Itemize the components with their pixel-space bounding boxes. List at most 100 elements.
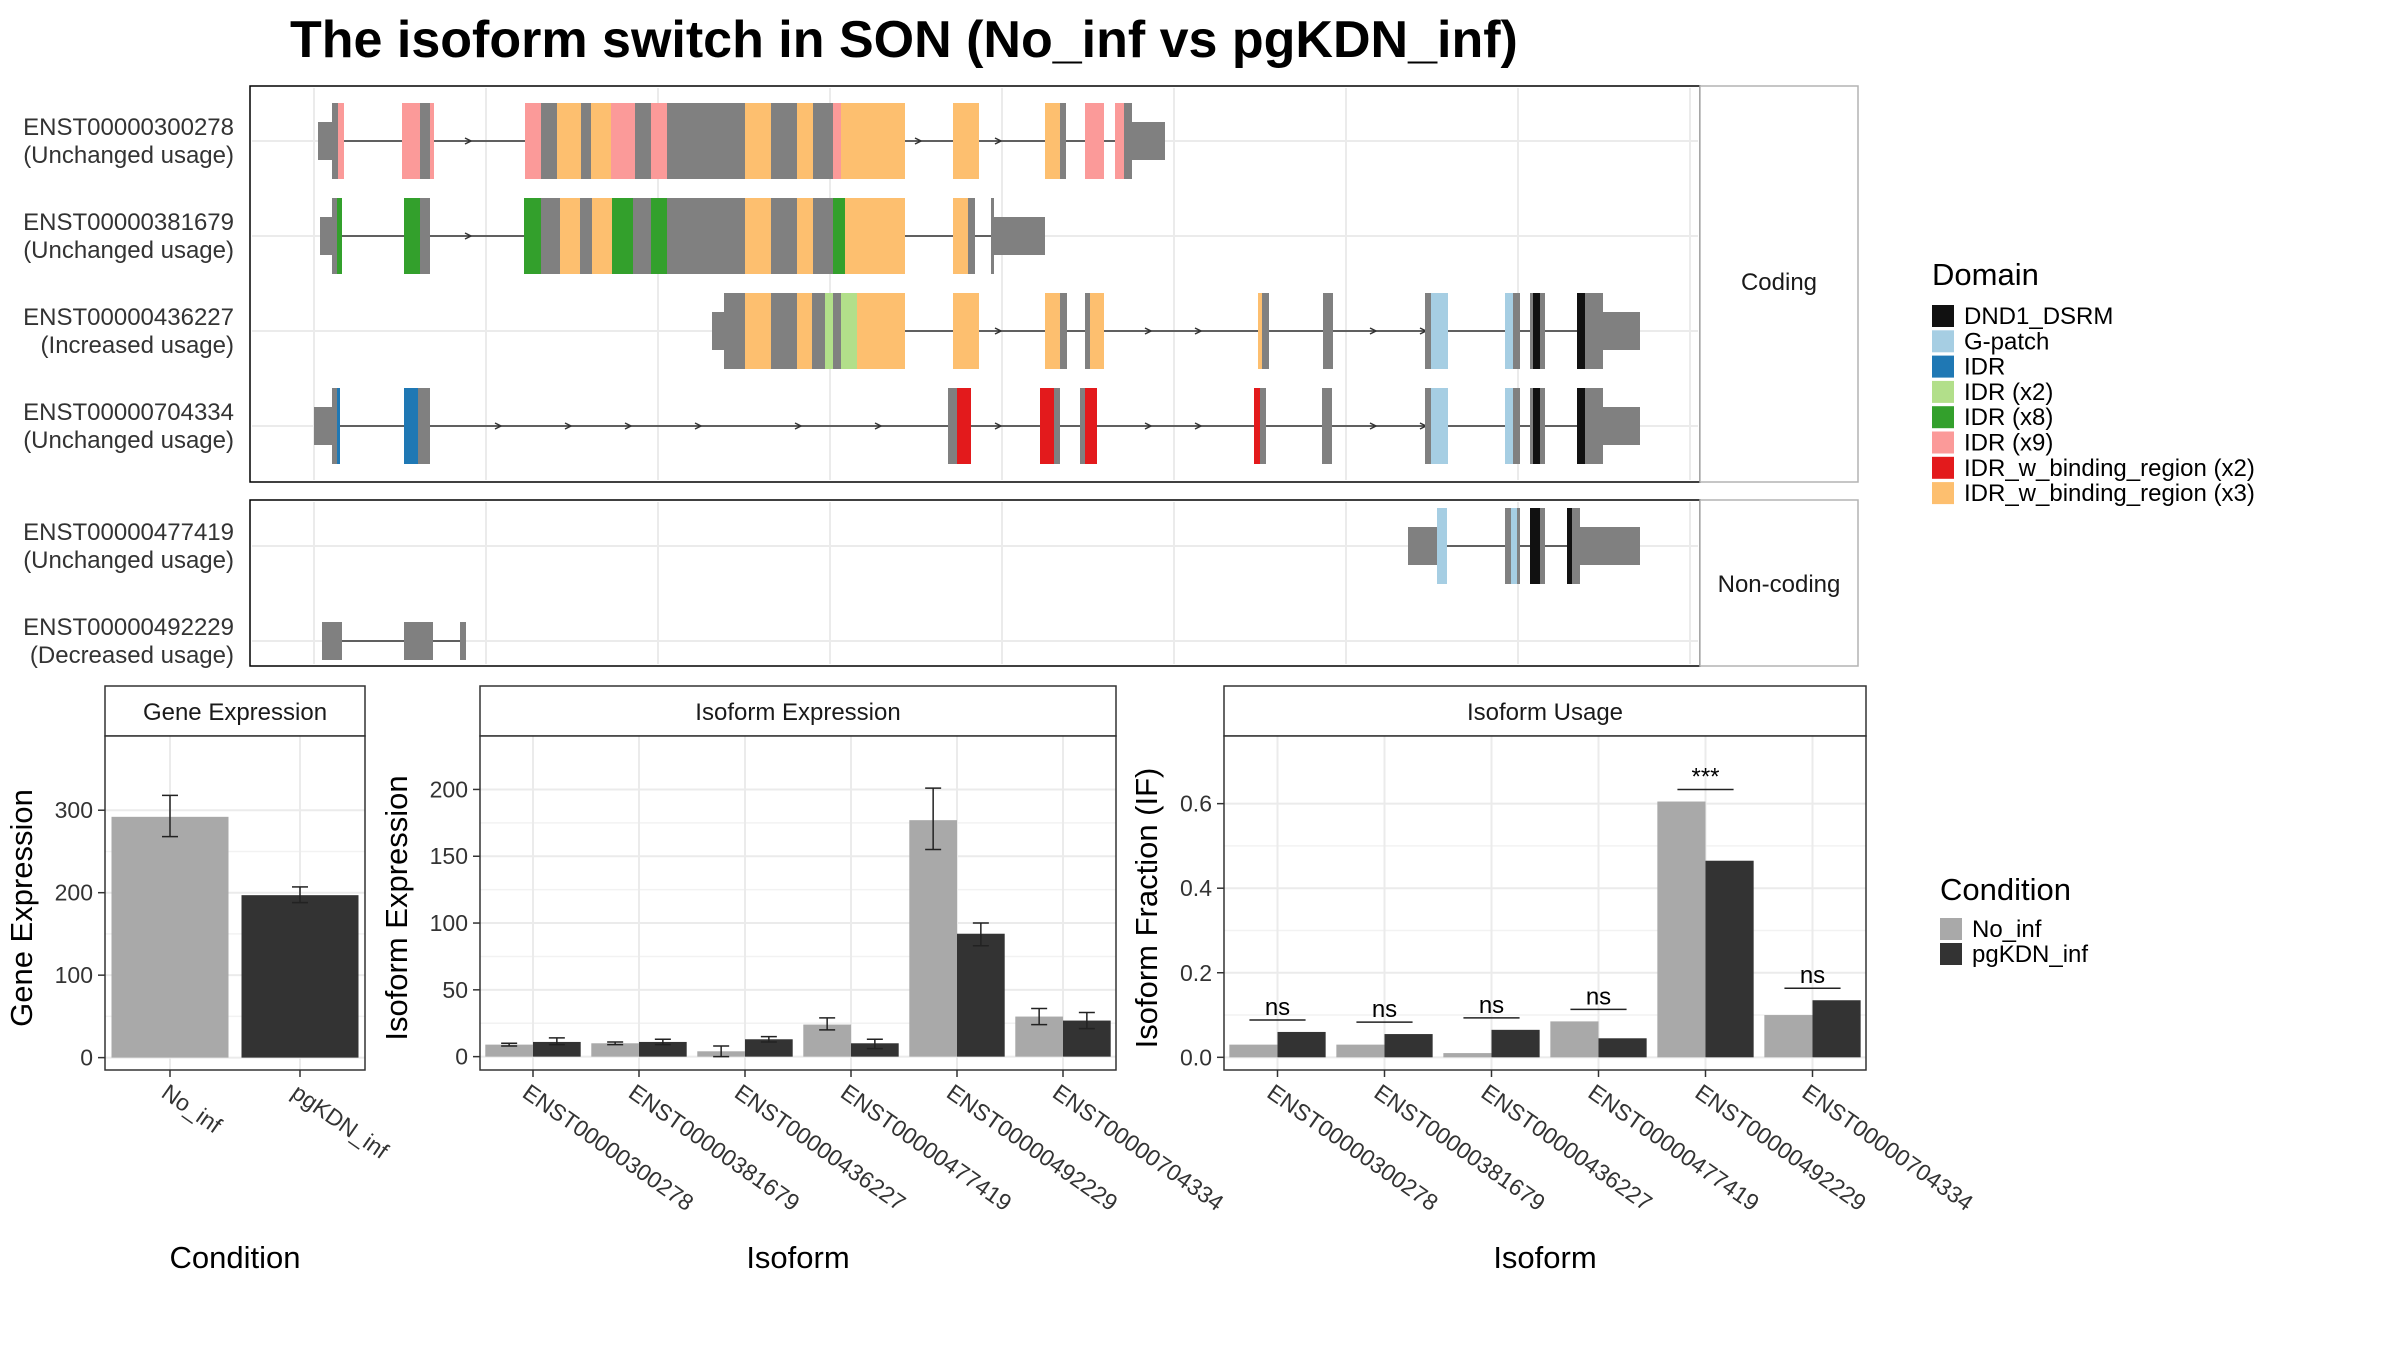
bar — [1277, 1031, 1326, 1058]
exon-segment — [1437, 508, 1447, 584]
exon-segment — [581, 103, 591, 179]
exon-segment — [745, 198, 771, 274]
condition-legend-label: No_inf — [1972, 916, 2042, 943]
exon-segment — [953, 293, 979, 369]
y-tick-label: 0.0 — [1180, 1044, 1212, 1070]
exon-segment — [1085, 293, 1090, 369]
exon-segment — [1090, 293, 1104, 369]
exon-segment — [337, 198, 342, 274]
utr-block — [1408, 527, 1437, 565]
bar — [591, 1043, 639, 1057]
exon-segment — [1258, 293, 1262, 369]
exon-segment — [841, 293, 857, 369]
domain-legend-label: DND1_DSRM — [1964, 303, 2113, 330]
exon-segment — [957, 388, 971, 464]
strand-arrow — [1144, 327, 1153, 335]
exon-segment — [953, 198, 968, 274]
isoform-label-usage: (Unchanged usage) — [23, 427, 234, 454]
exon-segment — [771, 198, 797, 274]
exon-segment — [1425, 293, 1431, 369]
isoform-label-usage: (Unchanged usage) — [23, 547, 234, 574]
exon-segment — [332, 103, 338, 179]
y-tick-label: 0.2 — [1180, 960, 1212, 986]
exon-segment — [1115, 103, 1124, 179]
y-tick-label: 0 — [455, 1044, 468, 1070]
exon-segment — [1054, 388, 1060, 464]
exon-segment — [1572, 508, 1580, 584]
bar — [1764, 1015, 1813, 1058]
exon-segment — [797, 103, 813, 179]
domain-legend-label: IDR_w_binding_region (x3) — [1964, 480, 2255, 507]
exon-segment — [833, 198, 845, 274]
exon-segment — [1262, 293, 1269, 369]
plot-area — [480, 736, 1116, 1070]
domain-legend-key — [1932, 456, 1954, 479]
y-tick-label: 200 — [55, 880, 93, 906]
bar — [1598, 1038, 1647, 1058]
exon-segment — [332, 388, 337, 464]
exon-segment — [651, 198, 667, 274]
facet-strip-noncoding — [1699, 499, 1859, 667]
strand-arrow — [564, 422, 573, 430]
bar — [1384, 1034, 1433, 1058]
utr-block — [318, 122, 332, 160]
exon-segment — [580, 198, 592, 274]
exon-segment — [1080, 388, 1085, 464]
domain-legend-title: Domain — [1932, 257, 2039, 292]
exon-segment — [948, 388, 957, 464]
plot-border — [104, 735, 366, 1071]
exon-segment — [857, 293, 905, 369]
exon-segment — [1530, 508, 1540, 584]
exon-segment — [1085, 103, 1104, 179]
utr-block — [712, 312, 724, 350]
exon-segment — [420, 103, 430, 179]
bar — [1812, 1000, 1861, 1058]
exon-segment — [1085, 388, 1097, 464]
exon-segment — [332, 198, 337, 274]
exon-segment — [745, 293, 771, 369]
exon-segment — [651, 103, 667, 179]
exon-segment — [991, 198, 994, 274]
exon-segment — [833, 293, 841, 369]
bar — [533, 1041, 581, 1057]
exon-segment — [1577, 388, 1585, 464]
isoform-label-id: ENST00000381679 — [23, 209, 234, 236]
exon-segment — [1260, 388, 1266, 464]
isoform-usage-title: Isoform Usage — [1467, 699, 1623, 726]
exon-segment — [1322, 388, 1332, 464]
exon-segment — [541, 198, 560, 274]
strand-arrow — [1194, 422, 1203, 430]
domain-legend-label: G-patch — [1964, 328, 2049, 355]
exon-segment — [771, 293, 797, 369]
y-tick-label: 50 — [442, 977, 468, 1003]
y-tick-label: 150 — [430, 843, 468, 869]
exon-segment — [697, 198, 745, 274]
exon-segment — [845, 198, 905, 274]
domain-legend-label: IDR — [1964, 354, 2005, 381]
gene-expression-xlabel: Condition — [170, 1240, 301, 1275]
structure-noncoding-frame — [249, 499, 1701, 667]
isoform-expression-xlabel: Isoform — [746, 1240, 849, 1275]
strand-arrow — [994, 422, 1003, 430]
isoform-label-usage: (Unchanged usage) — [23, 237, 234, 264]
domain-legend-key — [1932, 482, 1954, 505]
exon-segment — [1517, 508, 1520, 584]
exon-segment — [1323, 293, 1333, 369]
facet-label-coding: Coding — [1741, 269, 1817, 296]
significance-label: ns — [1265, 994, 1290, 1021]
exon-segment — [841, 103, 905, 179]
exon-segment — [525, 103, 541, 179]
exon-segment — [592, 198, 612, 274]
bar — [485, 1044, 533, 1057]
utr-block — [404, 622, 433, 660]
exon-segment — [797, 293, 812, 369]
isoform-expression-strip — [479, 685, 1117, 737]
exon-segment — [404, 198, 420, 274]
isoform-usage-xlabel: Isoform — [1493, 1240, 1596, 1275]
figure-title: The isoform switch in SON (No_inf vs pgK… — [290, 11, 1518, 69]
exon-segment — [968, 198, 975, 274]
gene-expression-title: Gene Expression — [143, 699, 327, 726]
